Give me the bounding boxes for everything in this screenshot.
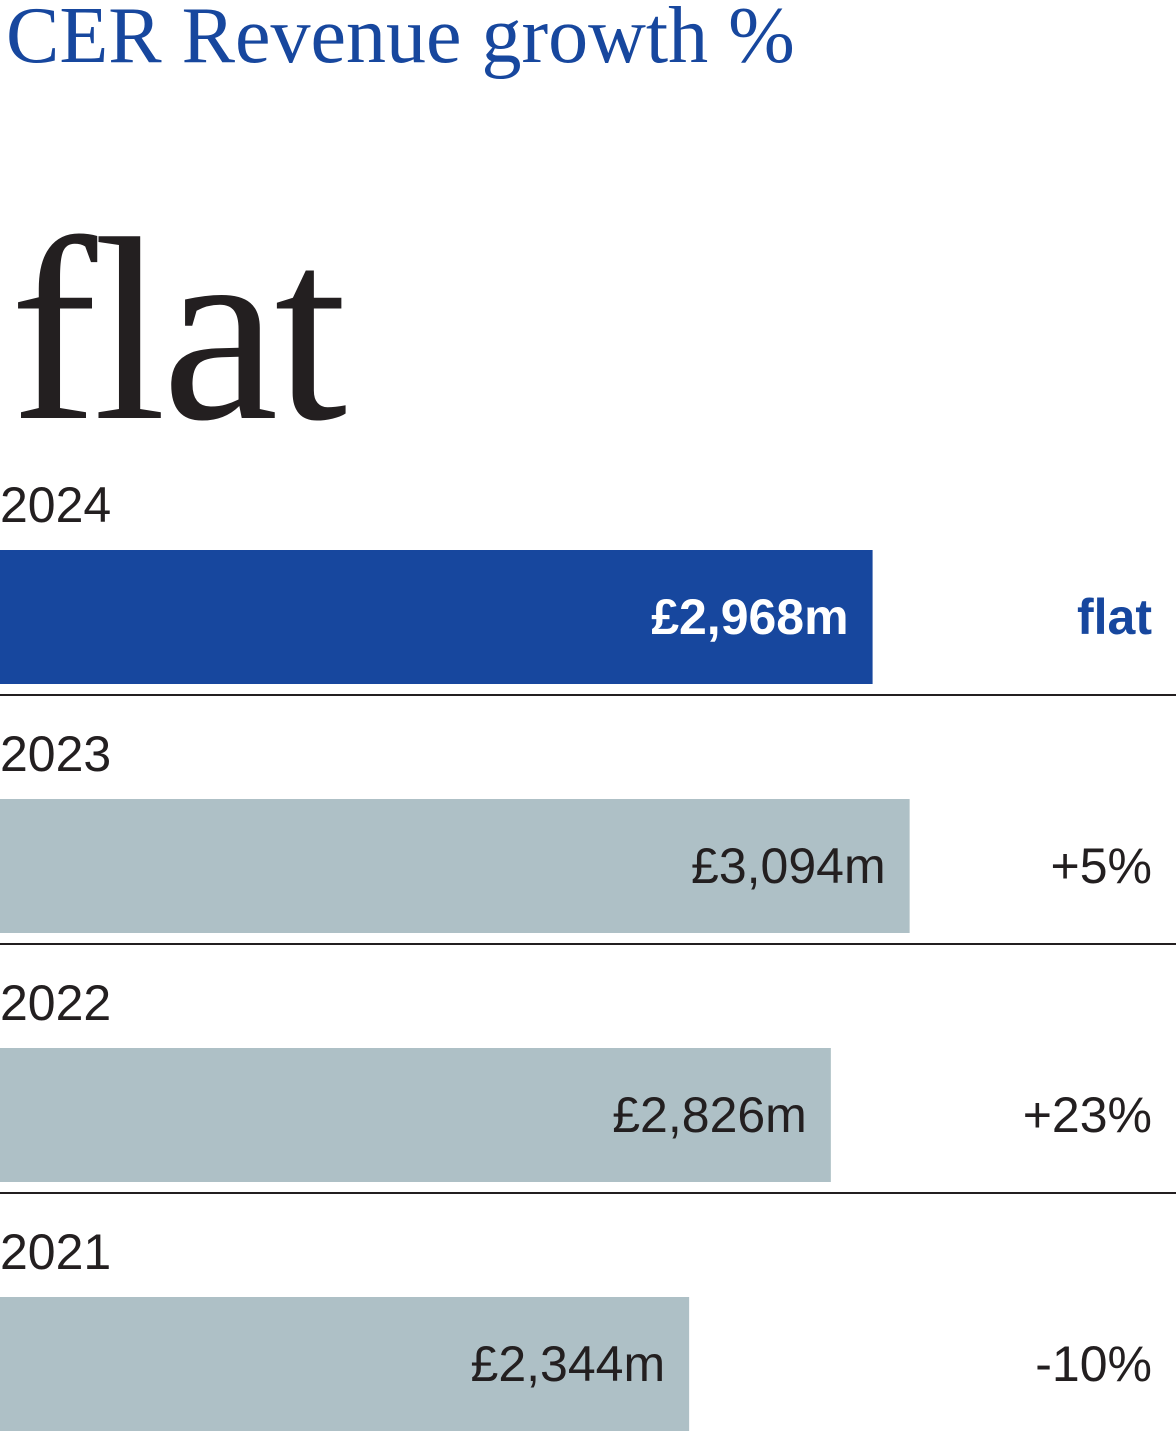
bar-row-2023: 2023 £3,094m +5% (0, 726, 1176, 945)
growth-label-2023: +5% (1051, 838, 1152, 894)
chart-title: CER Revenue growth % (6, 0, 795, 80)
growth-label-2021: -10% (1035, 1336, 1152, 1392)
growth-label-2024: flat (1077, 589, 1152, 645)
value-label-2021: £2,344m (471, 1336, 666, 1392)
bar-2024 (0, 550, 873, 684)
bar-2023 (0, 799, 910, 933)
value-label-2023: £3,094m (691, 838, 886, 894)
category-label-2021: 2021 (0, 1224, 111, 1280)
bar-2022 (0, 1048, 831, 1182)
category-label-2024: 2024 (0, 477, 111, 533)
headline-value: flat (10, 185, 347, 475)
value-label-2022: £2,826m (612, 1087, 807, 1143)
bar-2021 (0, 1297, 690, 1431)
bar-row-2024: 2024 £2,968m flat (0, 477, 1176, 696)
growth-label-2022: +23% (1023, 1087, 1152, 1143)
category-label-2022: 2022 (0, 975, 111, 1031)
bar-row-2021: 2021 £2,344m -10% (0, 1224, 1152, 1431)
bar-row-2022: 2022 £2,826m +23% (0, 975, 1176, 1194)
value-label-2024: £2,968m (651, 589, 848, 645)
category-label-2023: 2023 (0, 726, 111, 782)
